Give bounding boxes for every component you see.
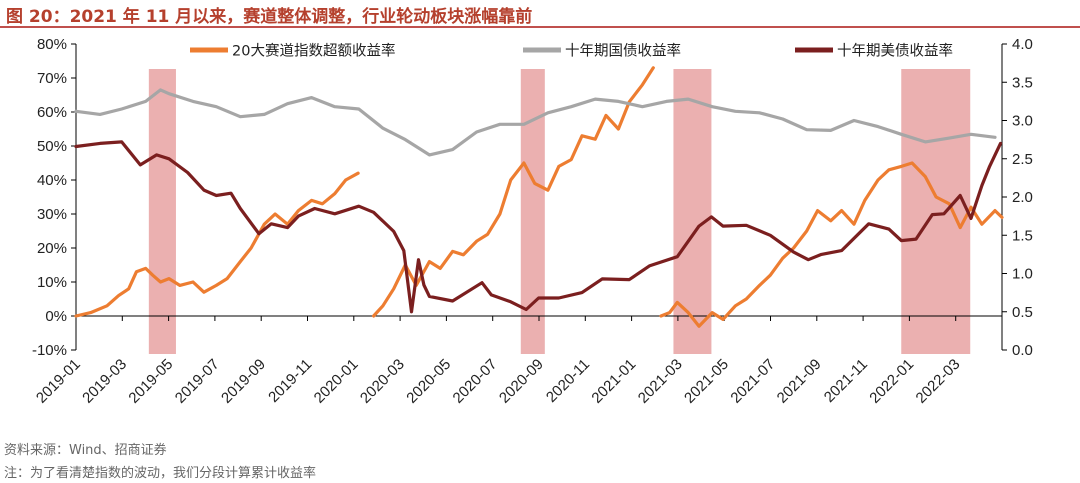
- right-tick-label: 3.5: [1012, 74, 1033, 91]
- legend-label-2: 十年期国债收益率: [565, 43, 681, 60]
- x-tick-label: 2019-01: [33, 356, 84, 407]
- x-tick-label: 2022-01: [866, 356, 917, 407]
- x-tick-label: 2019-03: [79, 356, 130, 407]
- footnote: 注：为了看清楚指数的波动，我们分段计算累计收益率: [4, 466, 317, 481]
- x-tick-label: 2020-01: [311, 356, 362, 407]
- x-tick-label: 2020-11: [543, 356, 593, 406]
- left-tick-label: 10%: [37, 274, 67, 291]
- series-lines: [74, 66, 1004, 328]
- right-tick-label: 0.5: [1012, 304, 1033, 321]
- title-divider: [0, 26, 1080, 28]
- left-tick-label: 50%: [37, 138, 67, 155]
- left-tick-label: 20%: [37, 240, 67, 257]
- right-tick-label: 0.0: [1012, 342, 1033, 359]
- series-line-1-segment-3: [659, 161, 1004, 328]
- left-tick-label: -10%: [32, 342, 67, 359]
- left-tick-label: 30%: [37, 206, 67, 223]
- shaded-period-4: [901, 69, 971, 354]
- x-tick-label: 2021-03: [635, 356, 686, 407]
- right-tick-label: 1.0: [1012, 266, 1033, 283]
- legend: 20大赛道指数超额收益率 十年期国债收益率 十年期美债收益率: [190, 43, 953, 60]
- right-tick-label: 2.0: [1012, 189, 1033, 206]
- left-tick-label: 40%: [37, 172, 67, 189]
- x-tick-label: 2019-11: [265, 356, 315, 406]
- x-tick-label: 2021-07: [727, 356, 778, 407]
- shaded-periods: [148, 69, 971, 354]
- x-tick-label: 2020-05: [403, 356, 454, 407]
- left-tick-label: 60%: [37, 104, 67, 121]
- x-tick-label: 2020-09: [496, 356, 547, 407]
- x-tick-label: 2020-03: [357, 356, 408, 407]
- left-tick-label: 80%: [37, 36, 67, 53]
- shaded-period-2: [520, 69, 545, 354]
- series-line-1-segment-1: [74, 171, 360, 318]
- left-tick-label: 70%: [37, 70, 67, 87]
- right-tick-label: 3.0: [1012, 113, 1033, 130]
- series-line-2: [74, 88, 997, 157]
- x-tick-label: 2020-07: [450, 356, 501, 407]
- shaded-period-1: [148, 69, 176, 354]
- legend-label-3: 十年期美债收益率: [837, 43, 953, 60]
- shaded-period-3: [673, 69, 712, 354]
- x-tick-label: 2022-03: [913, 356, 964, 407]
- x-tick-label: 2021-01: [588, 356, 639, 407]
- x-tick-label: 2021-09: [774, 356, 825, 407]
- chart-title: 图 20：2021 年 11 月以来，赛道整体调整，行业轮动板块涨幅靠前: [6, 7, 533, 27]
- x-tick-label: 2019-07: [172, 356, 223, 407]
- source-note: 资料来源：Wind、招商证券: [4, 443, 167, 458]
- x-tick-label: 2019-09: [218, 356, 269, 407]
- left-tick-label: 0%: [45, 308, 67, 325]
- right-tick-label: 1.5: [1012, 227, 1033, 244]
- series-line-3: [74, 140, 1003, 314]
- x-tick-label: 2021-11: [821, 356, 871, 406]
- right-tick-label: 2.5: [1012, 151, 1033, 168]
- chart-canvas: -10% 0% 10% 20% 30% 40% 50% 60% 70% 80% 0.0 0.5 1.0 1…: [32, 36, 1033, 407]
- x-tick-label: 2021-05: [681, 356, 732, 407]
- x-tick-label: 2019-05: [125, 356, 176, 407]
- legend-label-1: 20大赛道指数超额收益率: [232, 43, 395, 60]
- right-tick-label: 4.0: [1012, 36, 1033, 53]
